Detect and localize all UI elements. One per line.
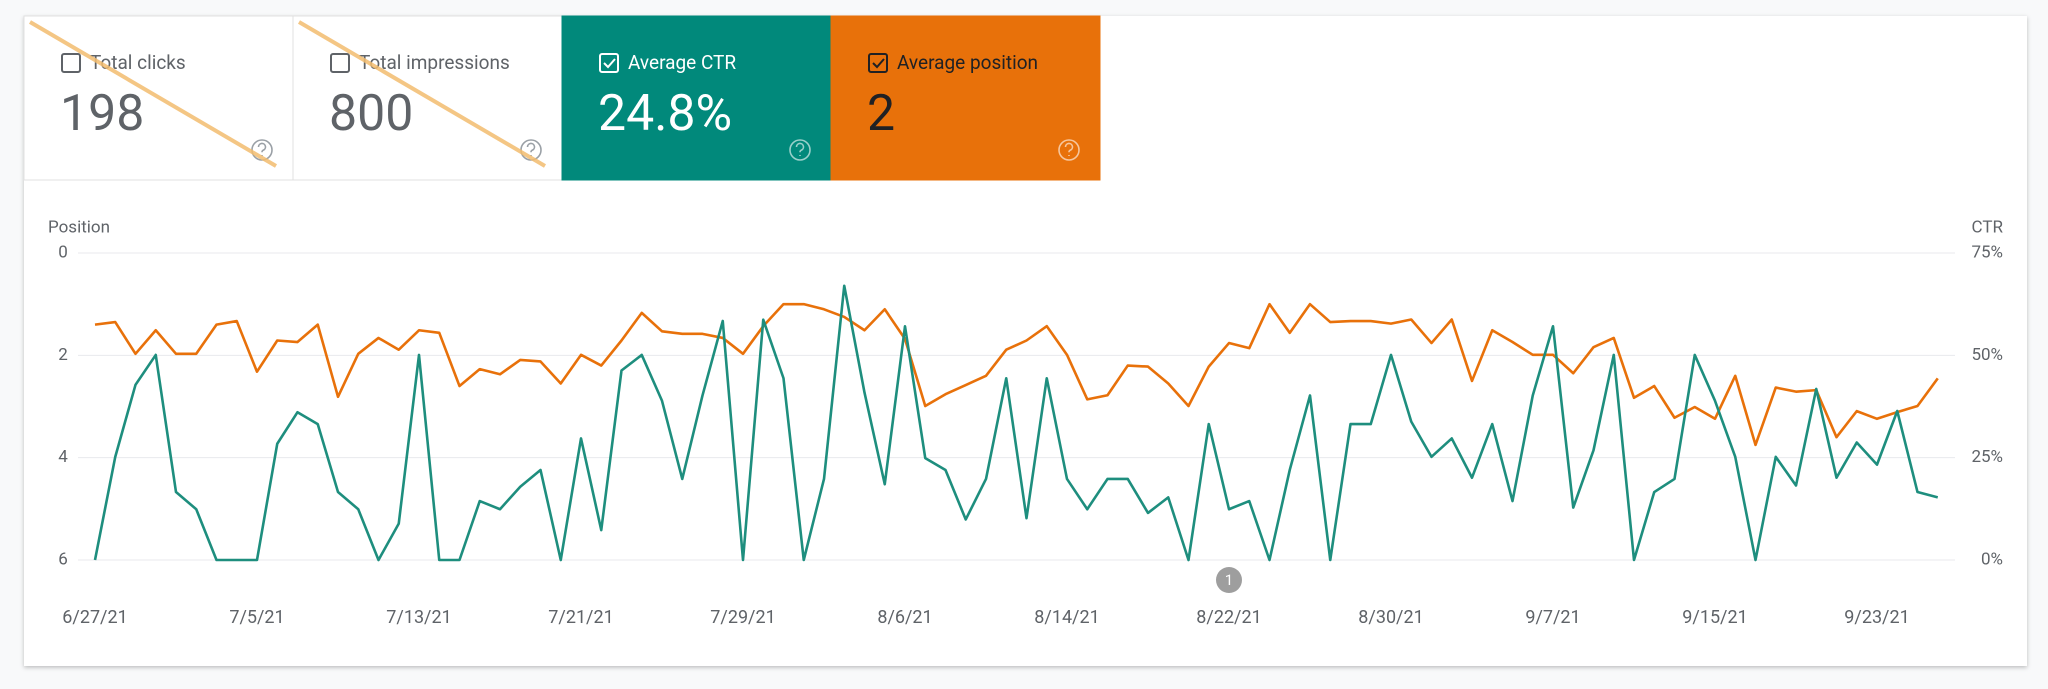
checkbox-check — [872, 58, 885, 69]
series-line — [94, 302, 1939, 447]
strike-annotation — [28, 20, 278, 168]
x-tick-label: 7/13/21 — [386, 607, 451, 628]
checkbox[interactable] — [868, 53, 888, 73]
metric-label: Total clicks — [90, 51, 186, 74]
checkbox[interactable] — [599, 53, 619, 73]
series-line — [93, 284, 1939, 562]
metric-value: 2 — [867, 85, 895, 143]
x-tick-label: 8/30/21 — [1358, 607, 1423, 628]
metric-label: Total impressions — [359, 51, 510, 74]
checkbox[interactable] — [61, 53, 81, 73]
checkbox[interactable] — [330, 53, 350, 73]
help-icon-glyph — [1064, 142, 1074, 156]
y2-tick-label: 50% — [1971, 345, 2003, 365]
y2-tick-label: 25% — [1971, 447, 2003, 467]
y2-tick-label: 0% — [1981, 549, 2003, 569]
annotation-label: 1 — [1225, 571, 1233, 589]
y-tick-label: 2 — [58, 345, 68, 365]
y-tick-label: 6 — [58, 549, 68, 569]
metric-card[interactable] — [830, 15, 1101, 181]
y2-axis-title: CTR — [1972, 217, 2004, 237]
x-tick-label: 7/29/21 — [710, 607, 775, 628]
metric-label: Average position — [897, 51, 1038, 74]
metric-value: 24.8% — [598, 85, 732, 143]
x-tick-label: 7/21/21 — [548, 607, 613, 628]
y2-tick-label: 75% — [1971, 242, 2003, 262]
x-tick-label: 8/22/21 — [1196, 607, 1261, 628]
metric-value: 800 — [329, 85, 413, 143]
help-icon[interactable] — [789, 139, 811, 161]
checkbox-check — [603, 58, 616, 69]
metric-card[interactable] — [561, 15, 832, 181]
x-tick-label: 8/6/21 — [877, 607, 932, 628]
y-axis-title: Position — [48, 217, 110, 237]
help-icon-glyph — [795, 142, 805, 156]
x-tick-label: 9/23/21 — [1844, 607, 1909, 628]
x-tick-label: 7/5/21 — [229, 607, 284, 628]
annotation-marker[interactable] — [1216, 567, 1242, 593]
x-tick-label: 8/14/21 — [1034, 607, 1099, 628]
y-tick-label: 4 — [58, 447, 68, 467]
metric-value: 198 — [60, 85, 144, 143]
x-tick-label: 9/7/21 — [1525, 607, 1580, 628]
help-icon[interactable] — [1058, 139, 1080, 161]
strike-annotation — [297, 20, 547, 168]
x-tick-label: 9/15/21 — [1682, 607, 1747, 628]
metric-label: Average CTR — [628, 51, 736, 74]
x-tick-label: 6/27/21 — [62, 607, 127, 628]
y-tick-label: 0 — [58, 242, 68, 262]
